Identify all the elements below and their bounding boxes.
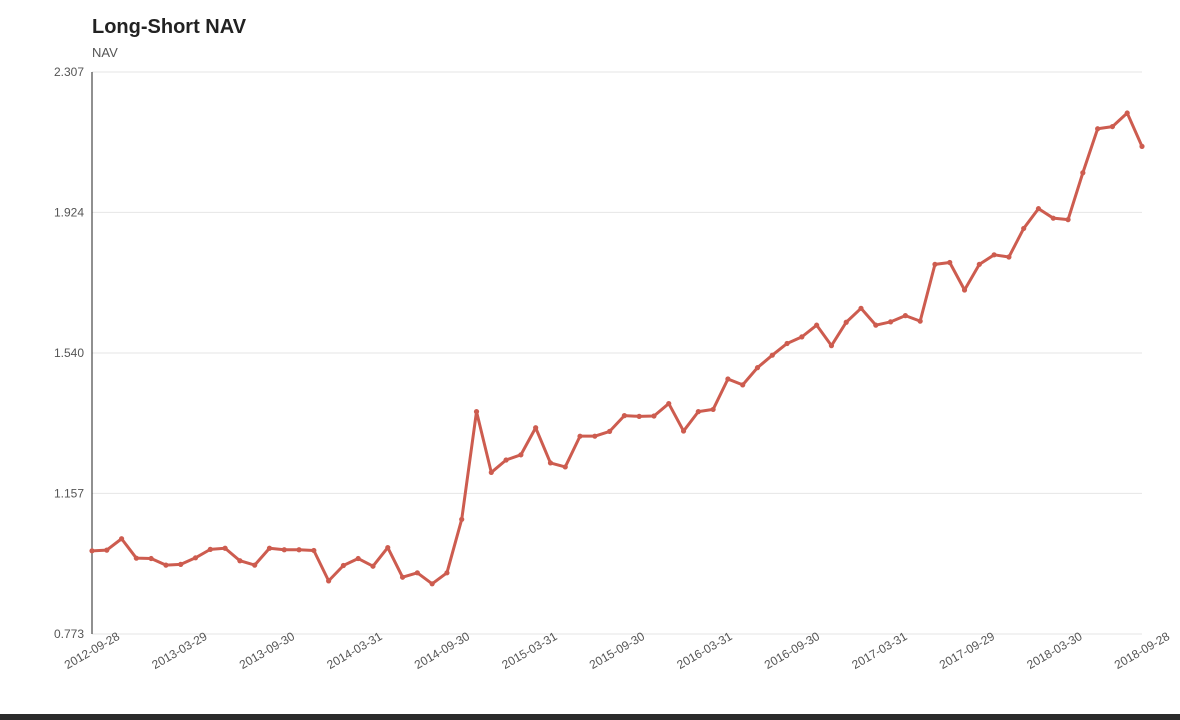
y-tick-label: 0.773: [54, 627, 84, 641]
chart-subtitle: NAV: [92, 45, 118, 60]
data-point[interactable]: [814, 322, 820, 328]
data-point[interactable]: [1139, 143, 1145, 149]
data-point[interactable]: [1124, 110, 1130, 116]
data-point[interactable]: [1080, 170, 1086, 176]
data-point[interactable]: [222, 545, 228, 551]
y-tick-label: 1.157: [54, 486, 84, 500]
x-tick-label: 2018-03-30: [1024, 629, 1084, 672]
data-point[interactable]: [133, 555, 139, 561]
data-point[interactable]: [296, 547, 302, 553]
data-point[interactable]: [429, 581, 435, 587]
x-tick-label: 2014-03-31: [324, 629, 384, 672]
data-point[interactable]: [148, 555, 154, 562]
data-point[interactable]: [1035, 206, 1042, 212]
data-point[interactable]: [414, 570, 420, 576]
data-point[interactable]: [754, 365, 761, 371]
data-point[interactable]: [385, 544, 391, 551]
data-point[interactable]: [577, 433, 583, 439]
data-point[interactable]: [769, 352, 775, 358]
data-point[interactable]: [399, 574, 406, 580]
data-point[interactable]: [488, 469, 494, 476]
data-point[interactable]: [828, 343, 835, 349]
data-point[interactable]: [725, 376, 731, 382]
grid-lines: [92, 71, 1142, 635]
data-point[interactable]: [592, 433, 598, 439]
data-point[interactable]: [370, 563, 376, 569]
data-point[interactable]: [961, 287, 968, 293]
data-point[interactable]: [118, 536, 125, 542]
data-point[interactable]: [784, 340, 790, 347]
data-point[interactable]: [104, 547, 110, 553]
x-tick-label: 2016-09-30: [762, 629, 822, 672]
data-point[interactable]: [902, 313, 908, 319]
data-point[interactable]: [547, 460, 554, 466]
window-bottom-edge: [0, 714, 1180, 720]
y-tick-label: 2.307: [54, 65, 84, 79]
data-point[interactable]: [636, 413, 642, 419]
data-point[interactable]: [89, 548, 95, 554]
data-point[interactable]: [710, 406, 716, 413]
data-point[interactable]: [666, 400, 672, 407]
series-line: [90, 111, 1144, 586]
data-point[interactable]: [281, 547, 287, 553]
y-tick-label: 1.540: [54, 346, 84, 360]
data-point[interactable]: [1021, 225, 1027, 232]
x-tick-label: 2013-03-29: [149, 629, 209, 672]
data-point[interactable]: [976, 261, 982, 267]
data-point[interactable]: [192, 555, 199, 561]
x-tick-label: 2015-03-31: [499, 629, 559, 672]
data-point[interactable]: [680, 428, 687, 434]
x-axis: 2012-09-28 2013-03-29 2013-09-30 2014-03-31…: [62, 629, 1172, 672]
series-nav: [89, 110, 1145, 587]
x-tick-label: 2017-09-29: [937, 629, 997, 672]
y-tick-label: 1.924: [54, 205, 84, 219]
data-point[interactable]: [266, 545, 273, 551]
data-point[interactable]: [607, 428, 613, 435]
x-tick-label: 2017-03-31: [849, 629, 909, 672]
x-tick-label: 2015-09-30: [587, 629, 647, 672]
data-point[interactable]: [207, 546, 213, 552]
data-point[interactable]: [651, 413, 657, 419]
y-axis: 0.773 1.157 1.540 1.924 2.307: [54, 65, 93, 641]
data-point[interactable]: [932, 261, 938, 267]
data-point[interactable]: [947, 259, 953, 266]
data-point[interactable]: [917, 318, 923, 324]
data-point[interactable]: [740, 382, 746, 388]
data-point[interactable]: [621, 413, 627, 419]
x-tick-label: 2018-09-28: [1112, 629, 1172, 672]
data-point[interactable]: [843, 319, 849, 325]
data-point[interactable]: [873, 322, 879, 328]
data-point[interactable]: [237, 558, 243, 564]
data-point[interactable]: [252, 562, 258, 568]
data-point[interactable]: [1095, 126, 1101, 132]
data-point[interactable]: [1065, 217, 1071, 223]
x-tick-label: 2014-09-30: [412, 629, 472, 672]
data-point[interactable]: [1109, 123, 1116, 130]
data-point[interactable]: [518, 452, 524, 458]
data-point[interactable]: [473, 409, 480, 415]
data-point[interactable]: [355, 555, 361, 562]
data-point[interactable]: [1006, 254, 1012, 260]
data-point[interactable]: [178, 561, 184, 567]
data-point[interactable]: [163, 562, 169, 568]
data-point[interactable]: [562, 464, 568, 470]
data-point[interactable]: [444, 570, 450, 576]
data-point[interactable]: [1050, 215, 1056, 221]
data-point[interactable]: [459, 516, 465, 522]
data-point[interactable]: [799, 334, 805, 340]
data-point[interactable]: [311, 547, 317, 554]
data-point[interactable]: [858, 305, 864, 311]
data-point[interactable]: [503, 457, 509, 463]
data-point[interactable]: [326, 578, 332, 584]
x-tick-label: 2013-09-30: [237, 629, 297, 672]
data-point[interactable]: [887, 319, 894, 325]
chart-title: Long-Short NAV: [92, 16, 247, 38]
data-point[interactable]: [340, 562, 347, 569]
x-tick-label: 2016-03-31: [674, 629, 734, 672]
data-point[interactable]: [533, 425, 539, 431]
data-point[interactable]: [695, 409, 701, 415]
data-point[interactable]: [991, 252, 997, 258]
